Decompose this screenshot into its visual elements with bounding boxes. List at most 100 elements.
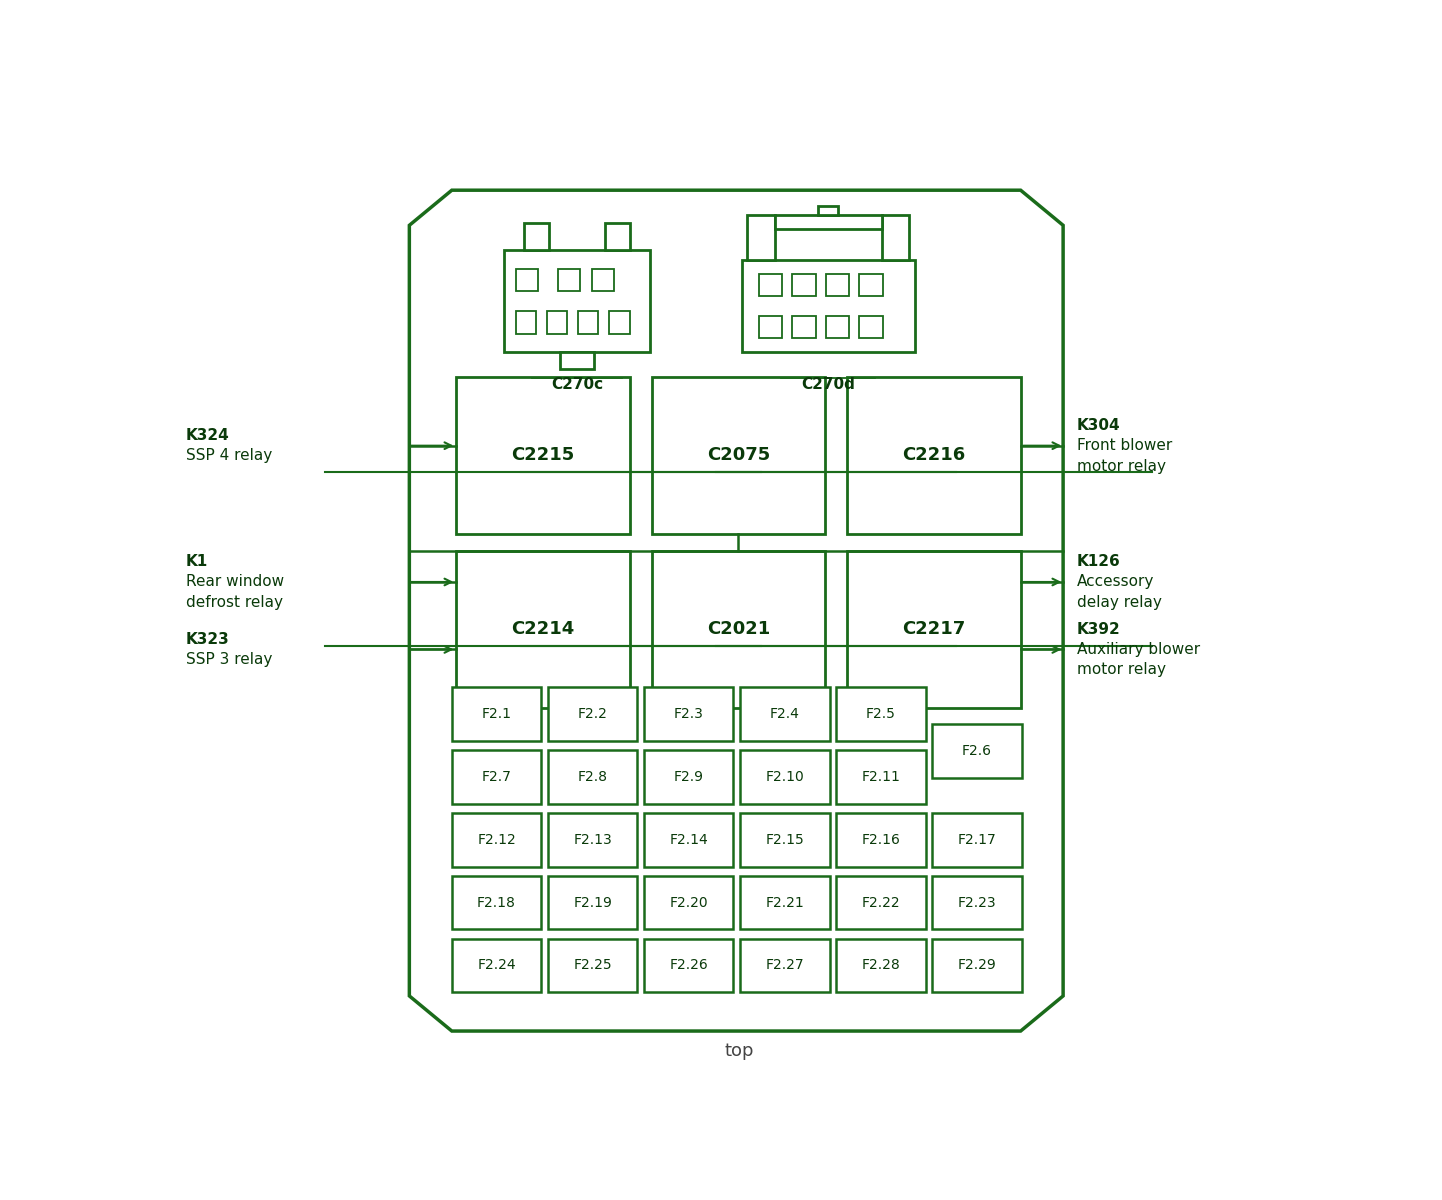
Text: F2.21: F2.21 <box>766 895 805 910</box>
Bar <box>516 269 538 290</box>
Bar <box>933 724 1022 778</box>
Text: F2.22: F2.22 <box>862 895 900 910</box>
Bar <box>881 215 910 259</box>
Text: F2.11: F2.11 <box>861 770 900 784</box>
Bar <box>776 215 881 229</box>
Bar <box>451 938 541 992</box>
Bar <box>578 312 598 334</box>
Bar <box>645 938 734 992</box>
Bar <box>548 750 637 804</box>
Text: C2214: C2214 <box>512 620 574 638</box>
Text: F2.14: F2.14 <box>669 833 708 847</box>
Text: K392: K392 <box>1077 622 1120 636</box>
Text: F2.10: F2.10 <box>766 770 805 784</box>
Bar <box>456 377 630 534</box>
Bar <box>819 206 838 215</box>
Text: motor relay: motor relay <box>1077 662 1165 677</box>
Bar <box>451 876 541 929</box>
Text: top: top <box>724 1043 754 1061</box>
Bar <box>548 876 637 929</box>
Bar <box>652 551 825 708</box>
Text: Front blower: Front blower <box>1077 438 1172 454</box>
Bar <box>933 876 1022 929</box>
Text: F2.23: F2.23 <box>957 895 996 910</box>
Text: C270c: C270c <box>551 377 603 392</box>
Text: C2075: C2075 <box>707 446 770 464</box>
Bar <box>451 812 541 866</box>
Bar <box>826 316 849 338</box>
Text: F2.12: F2.12 <box>477 833 516 847</box>
Text: F2.2: F2.2 <box>578 707 607 721</box>
Bar <box>836 876 926 929</box>
Text: SSP 4 relay: SSP 4 relay <box>186 449 273 463</box>
Bar <box>747 215 776 259</box>
Text: Rear window: Rear window <box>186 575 284 589</box>
Bar <box>740 750 829 804</box>
Text: K1: K1 <box>186 554 208 569</box>
Text: F2.6: F2.6 <box>962 744 992 758</box>
Bar <box>848 377 1021 534</box>
Bar <box>740 938 829 992</box>
Bar <box>792 316 816 338</box>
Bar <box>548 812 637 866</box>
Text: F2.3: F2.3 <box>673 707 704 721</box>
Bar <box>456 551 630 708</box>
Bar <box>758 316 782 338</box>
Bar <box>859 316 883 338</box>
Bar <box>558 269 580 290</box>
Text: defrost relay: defrost relay <box>186 595 283 610</box>
Text: SSP 3 relay: SSP 3 relay <box>186 652 273 667</box>
Bar <box>645 688 734 740</box>
Bar <box>836 938 926 992</box>
Bar <box>652 377 825 534</box>
Bar <box>741 259 916 352</box>
Text: K324: K324 <box>186 428 229 443</box>
Text: C2021: C2021 <box>707 620 770 638</box>
Bar <box>591 269 614 290</box>
Bar <box>740 688 829 740</box>
Text: F2.24: F2.24 <box>477 959 516 972</box>
Text: F2.16: F2.16 <box>861 833 900 847</box>
Text: F2.7: F2.7 <box>482 770 512 784</box>
Bar <box>859 275 883 296</box>
Bar <box>836 750 926 804</box>
Bar <box>740 812 829 866</box>
Text: K126: K126 <box>1077 554 1120 569</box>
Bar <box>645 812 734 866</box>
Bar <box>792 275 816 296</box>
Text: C2217: C2217 <box>903 620 966 638</box>
Bar <box>548 688 637 740</box>
Bar <box>826 275 849 296</box>
Text: C270d: C270d <box>802 377 855 392</box>
Bar <box>645 876 734 929</box>
Text: Auxiliary blower: Auxiliary blower <box>1077 642 1200 656</box>
Bar <box>848 551 1021 708</box>
Bar <box>933 938 1022 992</box>
Text: F2.4: F2.4 <box>770 707 800 721</box>
Bar <box>758 275 782 296</box>
Text: C2216: C2216 <box>903 446 966 464</box>
Text: F2.1: F2.1 <box>482 707 512 721</box>
Bar <box>933 812 1022 866</box>
Bar <box>547 312 567 334</box>
Bar <box>559 352 594 368</box>
Bar <box>505 251 649 352</box>
Text: K323: K323 <box>186 631 229 647</box>
Text: F2.5: F2.5 <box>867 707 895 721</box>
Text: Accessory: Accessory <box>1077 575 1154 589</box>
Bar <box>451 688 541 740</box>
Bar <box>610 312 630 334</box>
Text: F2.28: F2.28 <box>861 959 900 972</box>
Text: F2.26: F2.26 <box>669 959 708 972</box>
Text: F2.8: F2.8 <box>578 770 607 784</box>
Bar <box>740 876 829 929</box>
Text: motor relay: motor relay <box>1077 458 1165 474</box>
Text: F2.18: F2.18 <box>477 895 516 910</box>
Text: F2.17: F2.17 <box>957 833 996 847</box>
Text: K304: K304 <box>1077 418 1120 433</box>
Text: F2.27: F2.27 <box>766 959 805 972</box>
Bar <box>451 750 541 804</box>
Bar <box>836 688 926 740</box>
Bar <box>645 750 734 804</box>
Bar <box>516 312 535 334</box>
